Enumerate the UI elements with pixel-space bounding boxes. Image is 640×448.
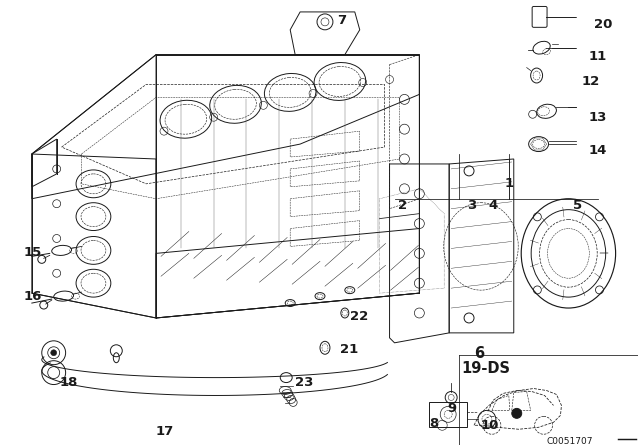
Text: 3: 3: [467, 199, 476, 212]
Text: 6: 6: [474, 346, 484, 361]
Text: 16: 16: [24, 290, 42, 303]
Text: 14: 14: [588, 144, 607, 157]
Text: 19-DS: 19-DS: [461, 361, 510, 376]
Text: C0051707: C0051707: [547, 437, 593, 446]
Text: 11: 11: [588, 50, 607, 63]
Text: 9: 9: [447, 402, 456, 415]
Text: 7: 7: [337, 14, 346, 27]
Text: 5: 5: [573, 199, 582, 212]
Text: 22: 22: [350, 310, 368, 323]
Text: 17: 17: [156, 425, 174, 438]
Text: 13: 13: [588, 111, 607, 124]
Text: 10: 10: [481, 419, 499, 432]
Text: 1: 1: [505, 177, 514, 190]
Circle shape: [51, 350, 57, 356]
Text: 4: 4: [489, 199, 498, 212]
Text: 12: 12: [581, 74, 600, 87]
Text: 2: 2: [397, 199, 406, 212]
Text: 21: 21: [340, 343, 358, 356]
Text: 15: 15: [24, 246, 42, 259]
Text: 8: 8: [429, 418, 438, 431]
Text: 18: 18: [60, 375, 78, 388]
Circle shape: [512, 409, 522, 418]
Text: 23: 23: [295, 375, 314, 388]
Text: 20: 20: [595, 18, 612, 31]
